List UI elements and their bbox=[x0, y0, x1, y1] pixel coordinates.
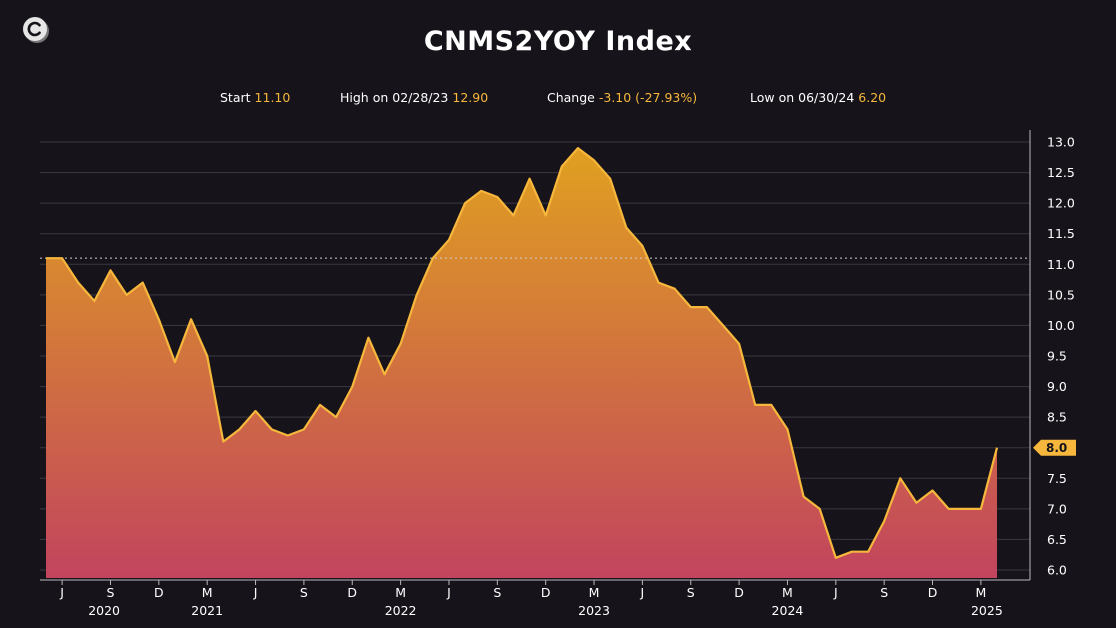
last-value-marker: 8.0 bbox=[1033, 439, 1076, 456]
y-tick-label: 8.5 bbox=[1047, 410, 1067, 425]
x-tick-label: S bbox=[300, 585, 308, 600]
x-tick-label: S bbox=[107, 585, 115, 600]
x-axis-ticks: J S D M J S D M J S D M J S D M J S D M 2020 2021 2022 2023 2024… bbox=[59, 580, 1003, 618]
last-value-label: 8.0 bbox=[1046, 441, 1067, 455]
x-year-label: 2023 bbox=[578, 603, 610, 618]
stat-change-value: -3.10 (-27.93%) bbox=[598, 90, 698, 105]
y-tick-label: 10.5 bbox=[1047, 287, 1075, 302]
stat-start-label: Start bbox=[220, 90, 251, 105]
x-tick-label: D bbox=[154, 585, 164, 600]
stat-low-value: 6.20 bbox=[858, 90, 887, 105]
x-tick-label: M bbox=[782, 585, 793, 600]
x-tick-label: M bbox=[395, 585, 406, 600]
stat-high-value: 12.90 bbox=[452, 90, 489, 105]
y-tick-label: 11.5 bbox=[1047, 226, 1075, 241]
series-line bbox=[46, 147, 999, 559]
x-year-label: 2022 bbox=[385, 603, 417, 618]
last-value-badge bbox=[1033, 439, 1076, 456]
stat-high: High on 02/28/23 12.90 bbox=[340, 90, 488, 105]
x-year-label: 2021 bbox=[191, 603, 223, 618]
x-tick-label: D bbox=[734, 585, 744, 600]
axes bbox=[40, 130, 1031, 581]
x-tick-label: J bbox=[59, 585, 64, 600]
x-tick-label: S bbox=[687, 585, 695, 600]
x-tick-label: M bbox=[202, 585, 213, 600]
x-tick-label: D bbox=[541, 585, 551, 600]
y-tick-label: 7.0 bbox=[1047, 501, 1067, 516]
x-tick-label: J bbox=[833, 585, 838, 600]
stat-start-value: 11.10 bbox=[254, 90, 291, 105]
stat-start: Start 11.10 bbox=[220, 90, 290, 105]
y-tick-label: 13.0 bbox=[1047, 135, 1075, 150]
x-tick-label: J bbox=[640, 585, 645, 600]
y-tick-label: 9.0 bbox=[1047, 379, 1067, 394]
stat-low-label: Low on 06/30/24 bbox=[750, 90, 855, 105]
x-year-label: 2020 bbox=[88, 603, 120, 618]
y-tick-label: 9.5 bbox=[1047, 349, 1067, 364]
stat-change-label: Change bbox=[547, 90, 595, 105]
series-area-fill bbox=[46, 148, 997, 578]
x-tick-label: J bbox=[253, 585, 258, 600]
x-tick-label: J bbox=[446, 585, 451, 600]
stat-low: Low on 06/30/24 6.20 bbox=[750, 90, 886, 105]
x-tick-label: M bbox=[589, 585, 600, 600]
y-tick-label: 10.0 bbox=[1047, 318, 1075, 333]
x-tick-label: D bbox=[347, 585, 357, 600]
y-tick-label: 6.0 bbox=[1047, 563, 1067, 578]
y-tick-label: 11.0 bbox=[1047, 257, 1075, 272]
y-tick-label: 12.0 bbox=[1047, 196, 1075, 211]
y-axis-ticks: 13.0 12.5 12.0 11.5 11.0 10.5 10.0 9.5 9.0 8.5 7.5… bbox=[1047, 135, 1075, 578]
stat-change: Change -3.10 (-27.93%) bbox=[547, 90, 697, 105]
x-tick-label: D bbox=[928, 585, 938, 600]
y-tick-label: 7.5 bbox=[1047, 471, 1067, 486]
x-tick-label: M bbox=[975, 585, 986, 600]
x-year-label: 2024 bbox=[772, 603, 804, 618]
x-tick-label: S bbox=[880, 585, 888, 600]
c-coin-logo-icon bbox=[23, 17, 49, 43]
y-tick-label: 6.5 bbox=[1047, 532, 1067, 547]
x-year-label: 2025 bbox=[971, 603, 1003, 618]
x-tick-label: S bbox=[493, 585, 501, 600]
chart-title: CNMS2YOY Index bbox=[423, 26, 693, 57]
stat-high-label: High on 02/28/23 bbox=[340, 90, 449, 105]
stats-bar: Start 11.10 High on 02/28/23 12.90 Change -… bbox=[0, 90, 1116, 108]
y-tick-label: 12.5 bbox=[1047, 165, 1075, 180]
